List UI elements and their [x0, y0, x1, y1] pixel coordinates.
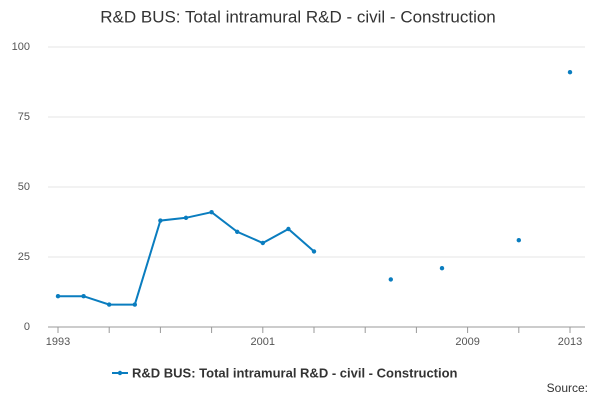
data-point	[209, 210, 214, 215]
legend-label: R&D BUS: Total intramural R&D - civil - …	[132, 365, 458, 380]
chart-title: R&D BUS: Total intramural R&D - civil - …	[100, 7, 496, 26]
data-point	[516, 238, 521, 243]
y-tick-label: 75	[18, 111, 30, 123]
x-tick-label: 2001	[251, 336, 275, 348]
series-line	[58, 72, 570, 304]
data-point	[439, 266, 445, 271]
source: Source:	[547, 381, 588, 395]
data-point	[132, 302, 137, 307]
data-point	[81, 294, 86, 299]
data-point	[183, 215, 189, 220]
data-point	[260, 240, 265, 246]
x-tick-label: 2013	[558, 336, 582, 348]
y-tick-label: 100	[12, 41, 30, 53]
data-point	[286, 226, 291, 232]
x-tick-label: 1993	[46, 336, 70, 348]
data-point	[55, 294, 61, 299]
data-point	[235, 229, 240, 234]
data-point	[311, 249, 317, 254]
x-tick-label: 2009	[455, 336, 479, 348]
data-point	[158, 218, 163, 223]
data-point	[567, 70, 573, 75]
y-tick-label: 0	[24, 321, 30, 333]
data-point	[107, 302, 112, 307]
y-tick-label: 50	[18, 181, 30, 193]
data-point	[388, 277, 393, 282]
legend-swatch	[117, 370, 123, 376]
y-tick-label: 25	[18, 251, 30, 263]
